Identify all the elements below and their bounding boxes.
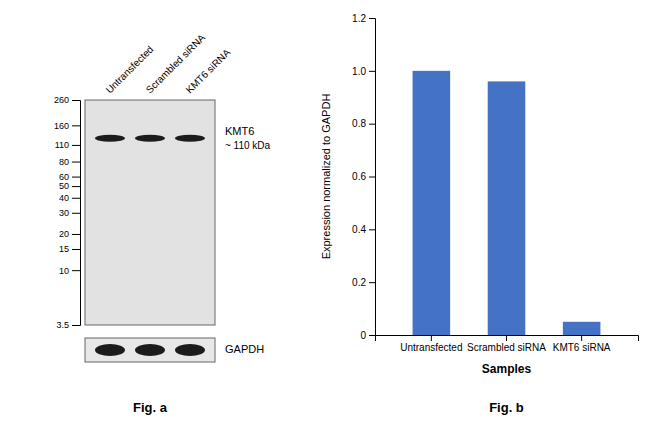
blot-panel: 26016011080605040302015103.5Untransfecte… bbox=[54, 32, 271, 415]
tick: 1.2 bbox=[352, 13, 375, 24]
band bbox=[95, 135, 125, 142]
bar bbox=[413, 71, 451, 335]
lane-label: KMT6 siRNA bbox=[184, 47, 233, 96]
x-axis: Untransfected Scrambled siRNA KMT6 siRNA bbox=[376, 335, 639, 353]
gel bbox=[85, 100, 215, 325]
tick: 0.6 bbox=[352, 171, 375, 182]
axis-line bbox=[369, 19, 376, 336]
tick-label: 1.2 bbox=[352, 13, 366, 24]
bands bbox=[95, 135, 205, 142]
tick-mark bbox=[369, 71, 375, 72]
tick-mark bbox=[506, 335, 507, 341]
tick-mark bbox=[72, 234, 80, 235]
bar bbox=[488, 81, 526, 335]
x-axis-title: Samples bbox=[482, 362, 532, 376]
y-axis: 0 0.2 0.4 0.6 0.8 1.0 1.2 bbox=[352, 13, 375, 341]
y-axis-title: Expression normalized to GAPDH bbox=[320, 94, 332, 260]
gapdh-gel bbox=[85, 338, 215, 362]
tick: 0 bbox=[360, 330, 375, 341]
bar bbox=[563, 322, 601, 335]
tick-mark bbox=[369, 177, 375, 178]
tick-label: 15 bbox=[59, 244, 69, 254]
tick-label: 50 bbox=[59, 181, 69, 191]
tick-mark bbox=[431, 335, 432, 341]
tick-mark bbox=[72, 100, 80, 101]
tick-label: 1.0 bbox=[352, 66, 366, 77]
tick: 0.8 bbox=[352, 118, 375, 129]
tick: 160 bbox=[54, 121, 80, 131]
tick-mark bbox=[72, 177, 80, 178]
tick-label: 0.8 bbox=[352, 118, 366, 129]
tick: 10 bbox=[59, 266, 80, 276]
tick-mark bbox=[72, 162, 80, 163]
tick: 80 bbox=[59, 157, 80, 167]
tick: 15 bbox=[59, 244, 80, 254]
annotation: GAPDH bbox=[225, 343, 264, 355]
tick-mark bbox=[72, 145, 80, 146]
tick: 20 bbox=[59, 229, 80, 239]
tick-label: 0.6 bbox=[352, 171, 366, 182]
tick-label: 0 bbox=[360, 330, 366, 341]
tick-label: 60 bbox=[59, 172, 69, 182]
gapdh-band bbox=[175, 344, 205, 356]
gapdh-band bbox=[95, 344, 125, 356]
tick-mark bbox=[72, 325, 80, 326]
bars bbox=[413, 71, 601, 335]
band bbox=[135, 135, 165, 142]
tick-label: Scrambled siRNA bbox=[467, 342, 546, 353]
tick-label: 110 bbox=[55, 140, 69, 150]
tick-label: 20 bbox=[59, 229, 69, 239]
panel-title: Fig. b bbox=[489, 400, 524, 415]
tick-label: 80 bbox=[59, 157, 69, 167]
tick: 110 bbox=[55, 140, 80, 150]
tick: 3.5 bbox=[56, 320, 80, 330]
figure: 260 160 110 80 6050 40 30 20 15 10 3.5 Untransfecte… bbox=[0, 0, 650, 428]
gapdh-band bbox=[135, 344, 165, 356]
tick-label: 40 bbox=[59, 193, 69, 203]
tick-label: Untransfected bbox=[400, 342, 462, 353]
axis-line bbox=[72, 101, 81, 326]
tick-mark bbox=[369, 282, 375, 283]
tick-mark bbox=[72, 198, 80, 199]
tick: Untransfected bbox=[400, 335, 462, 353]
tick-mark bbox=[369, 335, 375, 336]
tick-label: 10 bbox=[59, 266, 69, 276]
tick-mark bbox=[369, 124, 375, 125]
tick: 50 bbox=[59, 181, 80, 191]
tick-mark bbox=[72, 213, 80, 214]
tick-label: KMT6 siRNA bbox=[553, 342, 611, 353]
y-axis: 260 160 110 80 6050 40 30 20 15 10 3.5 bbox=[54, 95, 81, 330]
tick-mark bbox=[72, 186, 80, 187]
annotation: ~ 110 kDa bbox=[225, 140, 271, 151]
panel-title: Fig. a bbox=[133, 400, 168, 415]
tick-mark bbox=[72, 270, 80, 271]
tick-mark bbox=[369, 229, 375, 230]
tick-label: 160 bbox=[54, 121, 69, 131]
tick: 0.2 bbox=[352, 277, 375, 288]
band-label: KMT6 bbox=[225, 125, 254, 137]
tick-mark bbox=[581, 335, 582, 341]
tick-label: 0.4 bbox=[352, 224, 366, 235]
axis-line bbox=[376, 336, 639, 342]
tick: Scrambled siRNA bbox=[467, 335, 546, 353]
tick-label: 260 bbox=[54, 95, 69, 105]
tick: 60 bbox=[59, 172, 80, 182]
tick-label: 0.2 bbox=[352, 277, 366, 288]
tick-mark bbox=[72, 249, 80, 250]
tick-mark bbox=[72, 125, 80, 126]
tick-mark bbox=[369, 18, 375, 19]
tick: 0.4 bbox=[352, 224, 375, 235]
tick-label: 30 bbox=[59, 208, 69, 218]
tick: KMT6 siRNA bbox=[553, 335, 611, 353]
bar-panel: 0 0.2 0.4 0.6 0.8 1.0 1.2 Untransfected Scramble… bbox=[320, 13, 639, 415]
band bbox=[175, 135, 205, 142]
tick: 260 bbox=[54, 95, 80, 105]
tick: 30 bbox=[59, 208, 80, 218]
tick-label: 3.5 bbox=[56, 320, 69, 330]
tick: 1.0 bbox=[352, 66, 375, 77]
tick: 40 bbox=[59, 193, 80, 203]
